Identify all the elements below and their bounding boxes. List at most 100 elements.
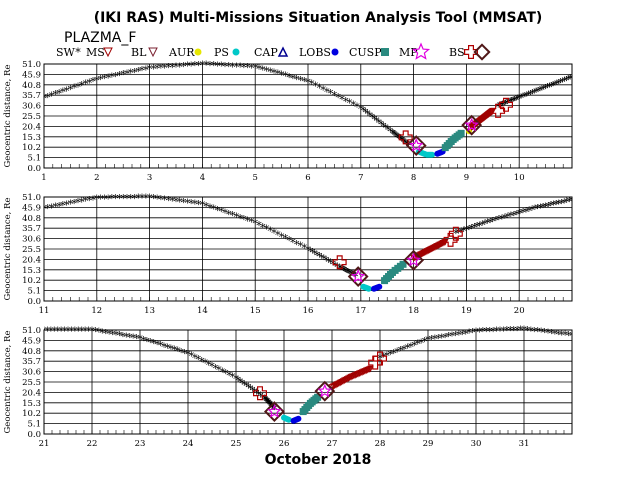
sw-point: * (538, 202, 544, 215)
mp-crossing (408, 138, 424, 152)
ms-point (335, 380, 343, 388)
bs-crossing (491, 103, 506, 118)
sw-point: * (548, 200, 554, 213)
sw-point: * (230, 61, 236, 74)
y-tick-label: 25.5 (22, 112, 41, 122)
ms-point (357, 369, 365, 377)
ms-point (349, 373, 356, 380)
sw-point: * (256, 389, 262, 402)
sw-point: * (124, 331, 130, 344)
sw-point: * (526, 205, 532, 218)
mp-diamond (347, 266, 369, 287)
sw-point: * (93, 326, 99, 339)
sw-point: * (556, 77, 562, 90)
sw-point: * (154, 339, 160, 352)
sw-point: * (219, 60, 225, 73)
sw-point: * (319, 252, 325, 265)
sw-point: * (237, 376, 243, 389)
sw-point: * (538, 326, 544, 339)
sw-point: * (511, 209, 517, 222)
sw-point: * (263, 395, 269, 408)
y-tick-label: 35.7 (22, 91, 41, 101)
sw-point: * (314, 249, 320, 262)
sw-point: * (269, 401, 275, 414)
sw-point: * (545, 82, 551, 95)
sw-point: * (290, 72, 296, 85)
sw-point: * (87, 77, 93, 90)
sw-point: * (528, 88, 534, 101)
sw-point: * (328, 88, 334, 101)
sw-point: * (72, 325, 78, 338)
bs-crossing (373, 351, 387, 366)
mp-diamond (461, 114, 483, 136)
ms-point (358, 369, 366, 376)
sw-point: * (41, 93, 47, 106)
sw-point: * (550, 80, 556, 93)
sw-point: * (412, 339, 418, 352)
y-tick-label: 51.0 (22, 326, 41, 336)
sw-point: * (569, 72, 575, 85)
sw-point: * (499, 213, 505, 226)
ms-point (352, 372, 359, 379)
x-tick-label: 17 (355, 306, 366, 316)
sw-point: * (161, 341, 167, 354)
x-tick-label: 3 (147, 173, 152, 183)
sw-point: * (313, 80, 319, 93)
sw-point: * (365, 108, 371, 121)
y-tick-label: 30.6 (22, 235, 41, 245)
sw-point: * (173, 196, 179, 209)
y-tick-label: 51.0 (22, 60, 41, 70)
sw-point: * (252, 218, 258, 231)
sw-point: * (234, 61, 240, 74)
sw-point: * (408, 341, 414, 354)
sw-point: * (517, 208, 523, 221)
sw-point: * (529, 204, 535, 217)
sw-point: * (239, 377, 245, 390)
sw-point: * (487, 325, 493, 338)
sw-point: * (436, 332, 442, 345)
sw-point: * (132, 192, 138, 205)
sw-point: * (113, 329, 119, 342)
sw-point: * (89, 325, 95, 338)
sw-point: * (215, 204, 221, 217)
sw-point: * (500, 99, 506, 112)
sw-point: * (196, 354, 202, 367)
sw-point: * (495, 101, 501, 114)
legend-label-mp: MP (399, 46, 418, 59)
x-tick-label: 23 (135, 439, 146, 449)
y-tick-label: 45.9 (22, 70, 41, 80)
y-tick-label: 20.4 (22, 255, 41, 265)
sw-point: * (553, 199, 559, 212)
sw-point: * (79, 80, 85, 93)
sw-point: * (339, 93, 345, 106)
sw-point: * (354, 101, 360, 114)
sw-point: * (165, 342, 171, 355)
sw-point: * (267, 398, 273, 411)
sw-point: * (69, 325, 75, 338)
sw-point: * (326, 256, 332, 269)
sw-point: * (211, 60, 217, 73)
sw-point: * (181, 197, 187, 210)
mission-label: PLAZMA_F (64, 30, 136, 46)
legend-label-bs: BS (449, 46, 465, 59)
sw-point: * (383, 122, 389, 135)
ms-point (331, 382, 339, 390)
legend-marker-diamond (473, 43, 491, 61)
sw-point: * (401, 136, 407, 149)
sw-point: * (94, 193, 100, 206)
sw-point: * (127, 331, 133, 344)
legend-marker-bl (148, 47, 158, 58)
sw-point: * (245, 215, 251, 228)
y-tick-label: 15.3 (22, 133, 41, 143)
bs-crossing (253, 386, 267, 401)
ms-point (336, 379, 344, 387)
sw-point: * (68, 83, 74, 96)
sw-point: * (181, 60, 187, 73)
y-axis-label: Geocentric distance, Re (3, 65, 13, 168)
x-tick-label: 4 (200, 173, 205, 183)
sw-point: * (520, 207, 526, 220)
sw-point: * (82, 325, 88, 338)
sw-point: * (120, 69, 126, 82)
sw-point: * (461, 225, 467, 238)
sw-point: * (90, 194, 96, 207)
